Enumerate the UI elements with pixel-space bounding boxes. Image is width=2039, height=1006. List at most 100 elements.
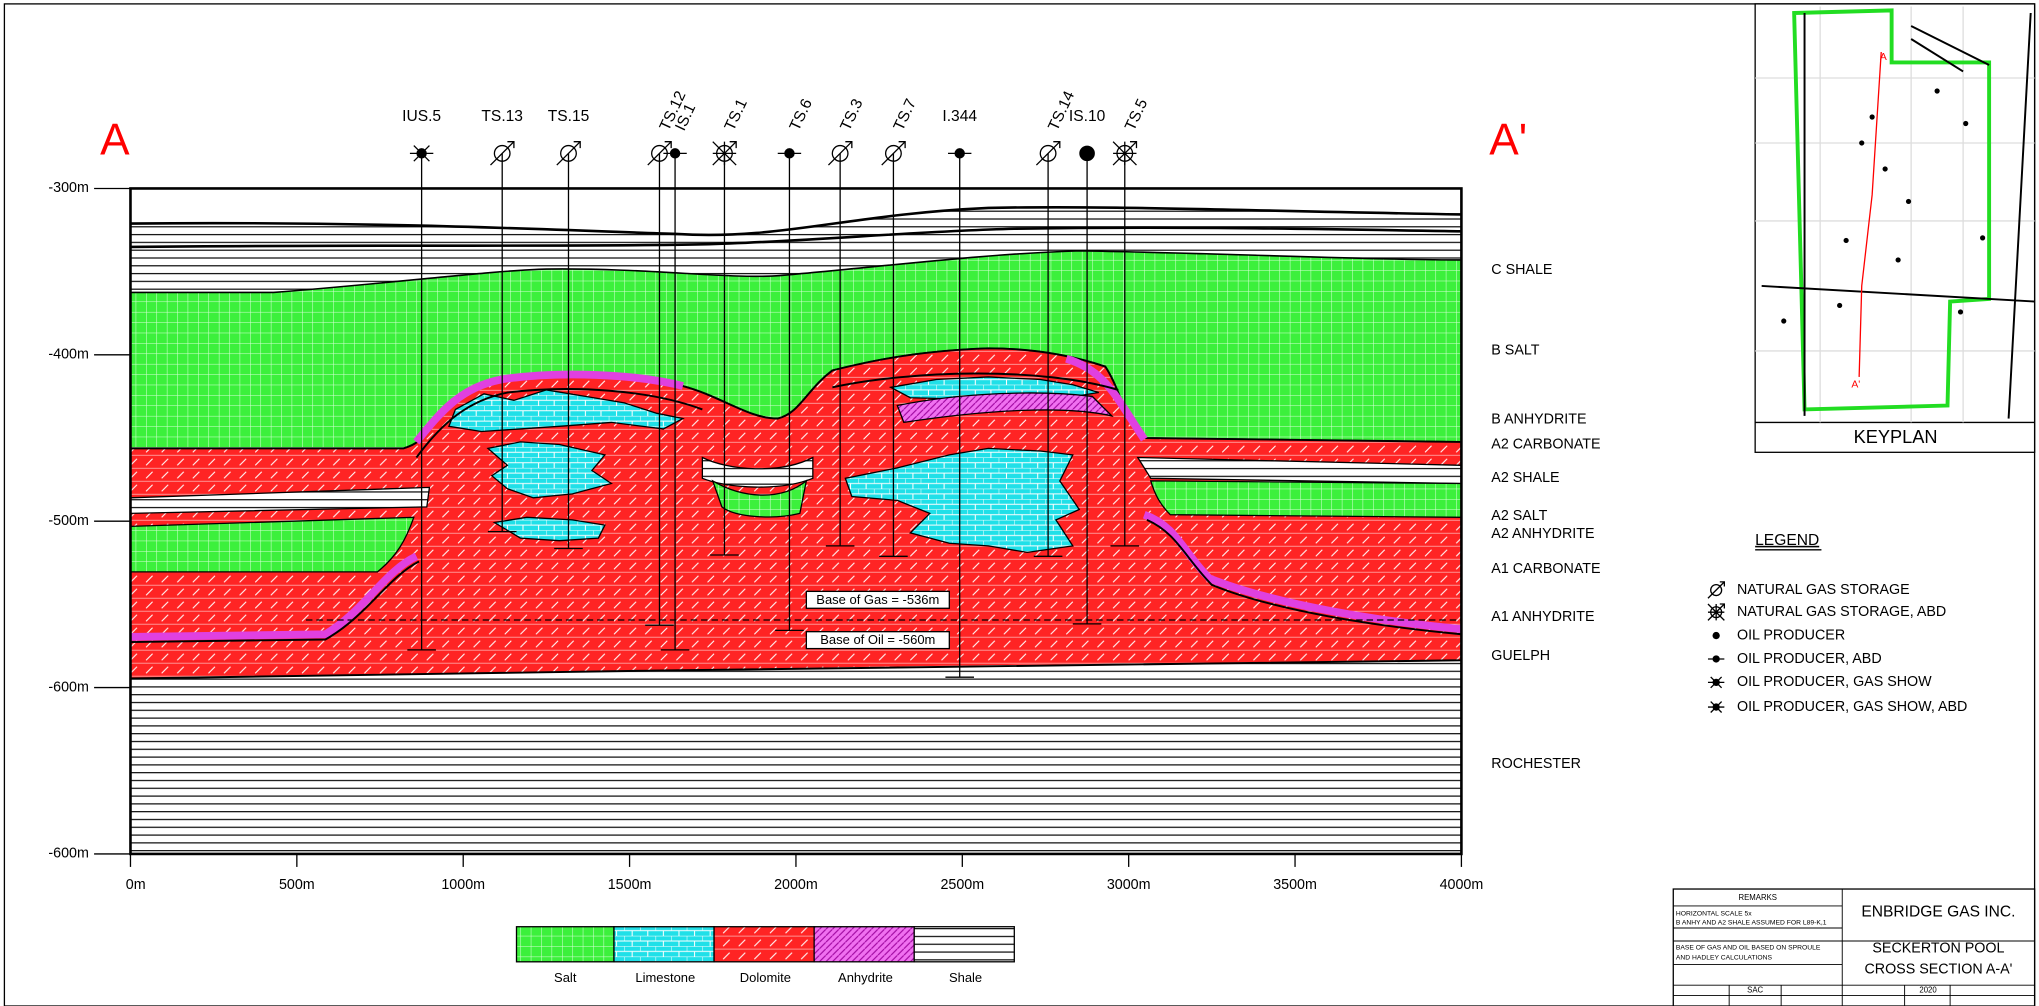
keyplan-well	[1963, 121, 1968, 126]
remark: HORIZONTAL SCALE 5x	[1676, 910, 1752, 917]
depth-tick-label: -400m	[48, 347, 88, 363]
drawn-by: SAC	[1747, 985, 1763, 994]
keyplan-well	[1859, 140, 1864, 145]
title-block: REMARKS HORIZONTAL SCALE 5x B ANHY AND A…	[1673, 889, 2034, 1006]
company: ENBRIDGE GAS INC.	[1861, 904, 2015, 921]
well-symbol	[1708, 702, 1724, 713]
legend-item: NATURAL GAS STORAGE, ABD	[1737, 604, 1946, 620]
well-symbol	[1708, 677, 1724, 688]
formation-label: A2 ANHYDRITE	[1491, 526, 1594, 542]
formation-label: GUELPH	[1491, 648, 1550, 664]
legend-item: OIL PRODUCER, GAS SHOW	[1737, 674, 1932, 690]
legend-item: OIL PRODUCER	[1737, 627, 1845, 643]
well-symbol	[491, 142, 514, 165]
distance-tick-label: 4000m	[1440, 877, 1484, 893]
keyplan-end: A'	[1851, 379, 1860, 390]
keyplan: A A' KEYPLAN	[1755, 4, 2034, 452]
well-name: I.344	[942, 108, 977, 125]
well-symbol	[778, 148, 801, 158]
a2-salt-left	[130, 517, 413, 572]
formation-label: A1 ANHYDRITE	[1491, 609, 1594, 625]
legend-title: LEGEND	[1755, 532, 1819, 549]
formation-label: ROCHESTER	[1491, 756, 1581, 772]
well-name: TS.3	[837, 96, 866, 133]
distance-tick-label: 1000m	[441, 877, 485, 893]
well-name: IS.10	[1069, 108, 1106, 125]
keyplan-well	[1980, 235, 1985, 240]
well-symbol	[828, 142, 851, 165]
key-swatch	[614, 927, 714, 962]
well-symbol	[1708, 582, 1724, 598]
well-name: TS.5	[1122, 96, 1151, 133]
distance-tick-label: 1500m	[608, 877, 652, 893]
key-swatch	[714, 927, 814, 962]
formation-label: A1 CARBONATE	[1491, 561, 1600, 577]
remarks-title: REMARKS	[1739, 893, 1777, 902]
remark: AND HADLEY CALCULATIONS	[1676, 955, 1773, 962]
symbol-dot	[1079, 146, 1095, 162]
keyplan-well	[1870, 114, 1875, 119]
keyplan-well	[1844, 238, 1849, 243]
keyplan-well	[1883, 166, 1888, 171]
well-name: TS.1	[722, 96, 751, 133]
well-name: TS.7	[891, 96, 920, 133]
remark: BASE OF GAS AND OIL BASED ON SPROULE	[1676, 944, 1821, 951]
legend-item: NATURAL GAS STORAGE	[1737, 582, 1910, 598]
well-symbol	[948, 148, 971, 158]
well-symbol	[713, 142, 736, 165]
formation-label: A2 SHALE	[1491, 470, 1559, 486]
key-label: Shale	[949, 970, 982, 985]
distance-tick-label: 2000m	[774, 877, 818, 893]
key-swatch	[517, 927, 614, 962]
legend: LEGEND NATURAL GAS STORAGE NATURAL GAS ST…	[1708, 532, 1967, 715]
depth-tick-label: -600m	[48, 846, 88, 862]
keyplan-well	[1958, 309, 1963, 314]
keyplan-well	[1837, 303, 1842, 308]
keyplan-well	[1896, 257, 1901, 262]
legend-item: OIL PRODUCER, GAS SHOW, ABD	[1737, 699, 1967, 715]
key-swatch	[914, 927, 1014, 962]
well-symbol	[1079, 146, 1095, 162]
keyplan-well	[1781, 318, 1786, 323]
base-of-gas-label: Base of Gas = -536m	[816, 592, 939, 607]
cross-section-sheet: Base of Gas = -536m Base of Oil = -560m …	[0, 0, 2039, 1006]
remark: B ANHY AND A2 SHALE ASSUMED FOR L89-K,1	[1676, 920, 1827, 927]
formation-label: C SHALE	[1491, 262, 1552, 278]
key-swatch	[814, 927, 914, 962]
distance-tick-label: 3500m	[1273, 877, 1317, 893]
key-label: Limestone	[635, 970, 695, 985]
formation-label: B SALT	[1491, 343, 1539, 359]
section-start: A	[100, 116, 130, 165]
well-symbol	[1708, 604, 1724, 620]
keyplan-title: KEYPLAN	[1854, 427, 1938, 447]
year: 2020	[1919, 985, 1937, 994]
base-of-oil-label: Base of Oil = -560m	[820, 632, 935, 647]
well-symbol	[1708, 655, 1724, 662]
section-end: A'	[1489, 116, 1527, 165]
distance-tick-label: 500m	[279, 877, 315, 893]
a2-salt-right	[1151, 481, 1462, 517]
key-label: Dolomite	[740, 970, 791, 985]
key-label: Anhydrite	[838, 970, 893, 985]
symbol-dot	[1713, 632, 1720, 639]
geologic-section: Base of Gas = -536m Base of Oil = -560m …	[48, 88, 1600, 893]
well-symbol	[557, 142, 580, 165]
depth-tick-label: -500m	[48, 513, 88, 529]
lithology-key: Salt Limestone Dolomite Anhydrite Shale	[517, 927, 1015, 985]
legend-item: OIL PRODUCER, ABD	[1737, 651, 1882, 667]
well-name: IUS.5	[402, 108, 441, 125]
well-symbol	[1113, 142, 1136, 165]
project: SECKERTON POOL	[1872, 941, 2004, 957]
well-name: TS.6	[787, 96, 816, 133]
well-symbol	[1036, 142, 1059, 165]
well-symbol	[882, 142, 905, 165]
keyplan-start: A	[1880, 52, 1887, 63]
drawing-title: CROSS SECTION A-A'	[1864, 961, 2012, 977]
depth-tick-label: -600m	[48, 679, 88, 695]
depth-tick-label: -300m	[48, 180, 88, 196]
keyplan-well	[1935, 88, 1940, 93]
key-label: Salt	[554, 970, 577, 985]
formation-label: A2 SALT	[1491, 508, 1547, 524]
distance-tick-label: 2500m	[940, 877, 984, 893]
distance-tick-label: 0m	[126, 877, 146, 893]
